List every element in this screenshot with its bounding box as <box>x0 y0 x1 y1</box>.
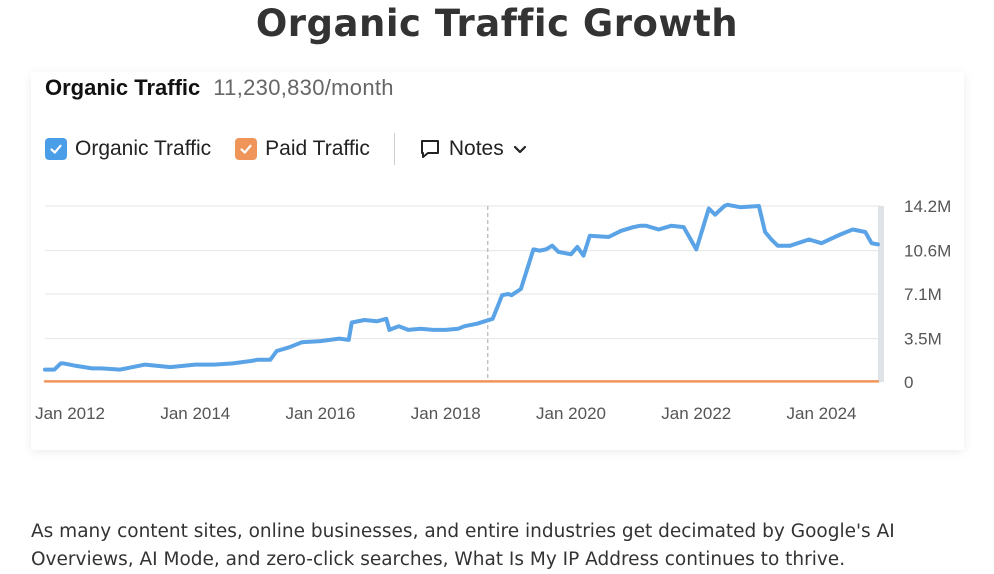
x-tick-label: Jan 2020 <box>536 404 606 423</box>
legend-row: Organic Traffic Paid Traffic Notes <box>45 132 528 166</box>
y-tick-label: 0 <box>904 373 913 392</box>
metric-value: 11,230,830/month <box>213 75 394 100</box>
traffic-chart-card: Organic Traffic 11,230,830/month Organic… <box>31 72 964 450</box>
y-tick-label: 7.1M <box>904 285 942 304</box>
chart-scrollbar <box>878 206 884 382</box>
page-title: Organic Traffic Growth <box>255 2 739 45</box>
y-tick-label: 10.6M <box>904 242 951 261</box>
y-tick-label: 14.2M <box>904 197 951 216</box>
organic-traffic-checkbox[interactable] <box>45 138 67 160</box>
body-paragraph: As many content sites, online businesses… <box>31 521 895 570</box>
traffic-line-chart: 0 3.5M 7.1M 10.6M 14.2M Jan 2012 Jan 2014 Jan 2… <box>35 197 951 423</box>
x-tick-label: Jan 2018 <box>411 404 481 423</box>
legend-item-paid-traffic[interactable]: Paid Traffic <box>235 137 370 161</box>
legend-label-paid-traffic: Paid Traffic <box>265 137 370 160</box>
x-tick-label: Jan 2014 <box>160 404 230 423</box>
chevron-down-icon[interactable] <box>512 141 528 157</box>
x-tick-label: Jan 2016 <box>286 404 356 423</box>
check-icon <box>240 144 252 154</box>
x-tick-label: Jan 2024 <box>787 404 857 423</box>
x-tick-label: Jan 2022 <box>661 404 731 423</box>
paid-traffic-checkbox[interactable] <box>235 138 258 160</box>
speech-bubble-icon <box>420 140 439 158</box>
legend-item-organic-traffic[interactable]: Organic Traffic <box>45 137 211 161</box>
notes-label: Notes <box>448 137 504 160</box>
x-tick-label: Jan 2012 <box>35 404 105 423</box>
y-tick-label: 3.5M <box>904 330 942 349</box>
metric-label: Organic Traffic <box>45 75 201 100</box>
legend-divider <box>393 133 395 165</box>
notes-button[interactable]: Notes <box>419 137 528 161</box>
legend-label-organic-traffic: Organic Traffic <box>75 137 212 160</box>
check-icon <box>50 144 62 154</box>
card-header: Organic Traffic 11,230,830/month <box>45 72 394 104</box>
organic-traffic-line <box>43 202 880 372</box>
